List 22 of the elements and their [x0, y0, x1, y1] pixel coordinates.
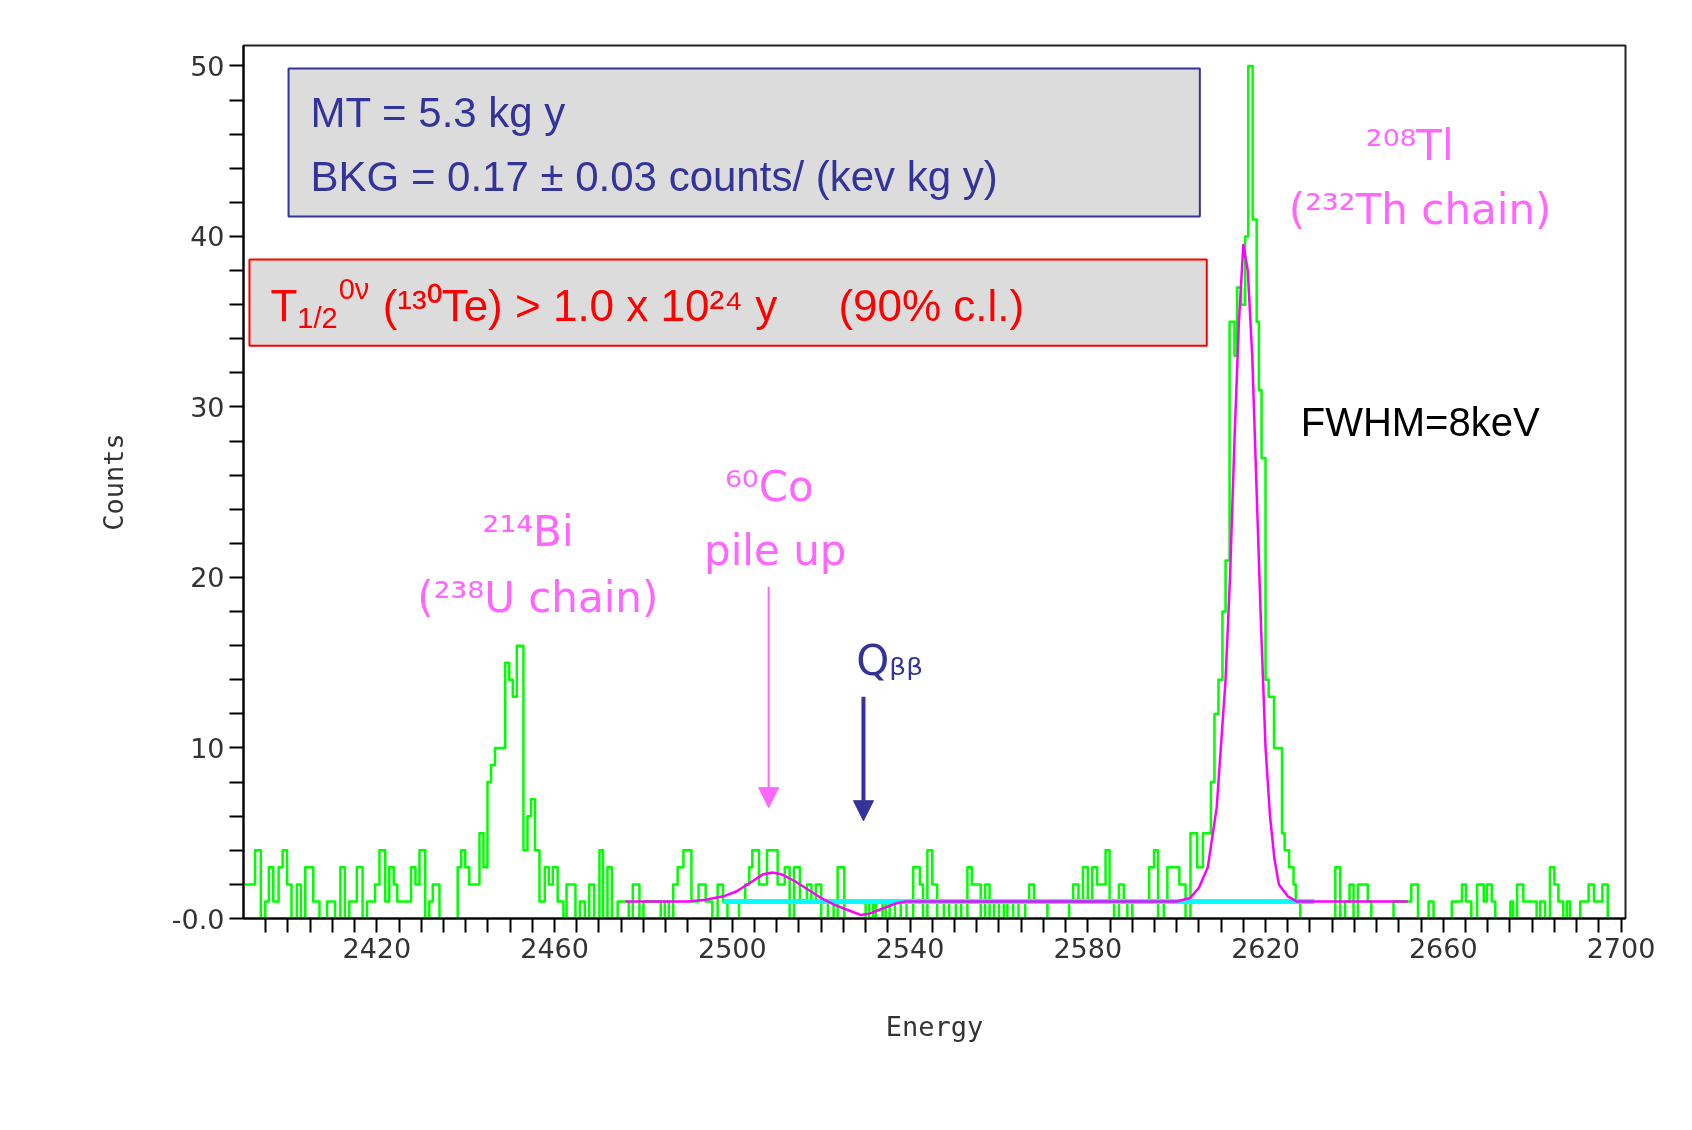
x-tick-label: 2580 — [1053, 932, 1123, 964]
y-axis-title: Counts — [97, 433, 129, 531]
annotation: ⁶⁰Co pile up — [704, 461, 847, 575]
x-axis-title: Energy — [885, 1010, 984, 1042]
x-tick-label: 2460 — [520, 932, 589, 964]
x-tick-label: 2660 — [1408, 932, 1478, 964]
y-tick-label: 50 — [190, 50, 225, 82]
annotation: FWHM=8keV — [1300, 399, 1540, 444]
x-tick-label: 2420 — [342, 932, 412, 964]
y-tick-label: 20 — [190, 562, 225, 594]
annotation: ²¹⁴Bi (²³⁸U chain) — [417, 507, 659, 623]
x-tick-label: 2700 — [1586, 932, 1656, 964]
annotation: Qᵦᵦ — [856, 636, 924, 686]
y-tick-label: 30 — [190, 391, 225, 423]
x-tick-label: 2500 — [697, 932, 767, 964]
x-tick-label: 2620 — [1231, 932, 1300, 964]
annotation: ²⁰⁸Tl (²³²Th chain) — [1288, 121, 1552, 235]
annotation: MT = 5.3 kg y BKG = 0.17 ± 0.03 counts/ (kev kg y) — [310, 88, 998, 200]
x-tick-label: 2540 — [875, 932, 945, 964]
y-tick-label: 10 — [190, 732, 225, 764]
y-tick-label: 40 — [190, 221, 225, 253]
y-tick-label: -0.0 — [171, 903, 225, 935]
